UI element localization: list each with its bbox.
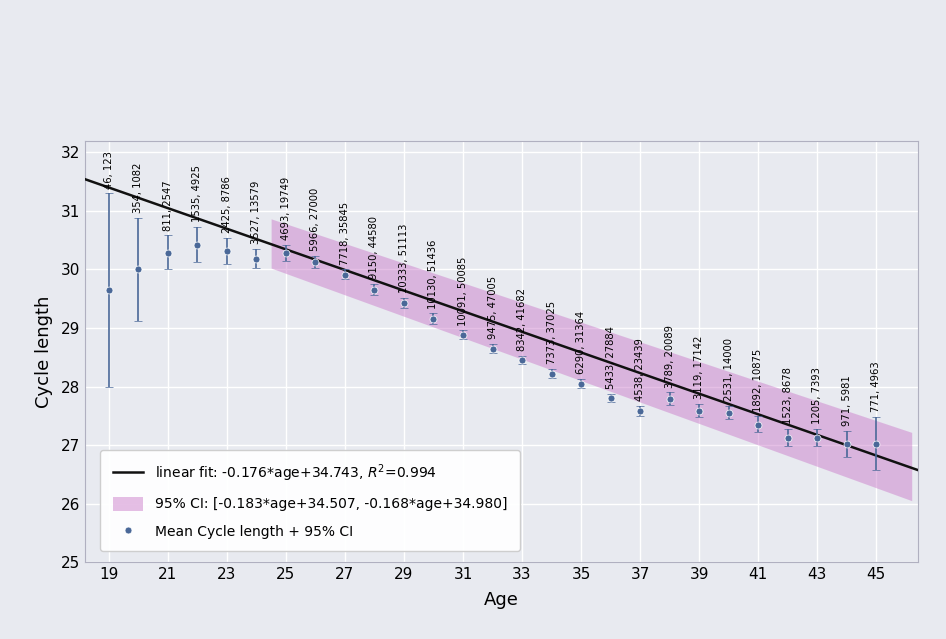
Text: 5433, 27884: 5433, 27884 <box>605 326 616 389</box>
Text: 3119, 17142: 3119, 17142 <box>694 336 704 399</box>
Text: 3527, 13579: 3527, 13579 <box>252 181 261 244</box>
Text: 7373, 37025: 7373, 37025 <box>547 301 556 364</box>
Text: 2425, 8786: 2425, 8786 <box>222 176 232 233</box>
Legend: linear fit: -0.176*age+34.743, $R^2$=0.994, 95% CI: [-0.183*age+34.507, -0.168*a: linear fit: -0.176*age+34.743, $R^2$=0.9… <box>100 450 519 551</box>
Text: 6290, 31364: 6290, 31364 <box>576 311 587 374</box>
Text: 811, 2547: 811, 2547 <box>163 180 173 231</box>
Text: 9475, 47005: 9475, 47005 <box>487 276 498 339</box>
Text: 10091, 50085: 10091, 50085 <box>458 256 468 326</box>
Text: 354, 1082: 354, 1082 <box>133 163 143 213</box>
Text: 771, 4963: 771, 4963 <box>871 362 882 412</box>
Text: 46, 123: 46, 123 <box>104 151 114 189</box>
Text: 10130, 51436: 10130, 51436 <box>429 240 439 309</box>
Text: 1535, 4925: 1535, 4925 <box>192 165 202 222</box>
Text: 4693, 19749: 4693, 19749 <box>281 177 290 240</box>
X-axis label: Age: Age <box>484 590 518 608</box>
Text: 4538, 23439: 4538, 23439 <box>635 339 645 401</box>
Text: 1205, 7393: 1205, 7393 <box>813 367 822 424</box>
Text: 2531, 14000: 2531, 14000 <box>724 338 734 401</box>
Text: 7718, 35845: 7718, 35845 <box>340 202 350 265</box>
Text: 9150, 44580: 9150, 44580 <box>370 217 379 279</box>
Text: 1892, 10875: 1892, 10875 <box>753 348 763 412</box>
Text: 5966, 27000: 5966, 27000 <box>310 188 321 251</box>
Text: 3789, 20089: 3789, 20089 <box>665 325 674 388</box>
Text: 10333, 51113: 10333, 51113 <box>399 224 409 293</box>
Text: 1523, 8678: 1523, 8678 <box>782 367 793 424</box>
Y-axis label: Cycle length: Cycle length <box>35 295 53 408</box>
Text: 8342, 41682: 8342, 41682 <box>517 288 527 351</box>
Text: 971, 5981: 971, 5981 <box>842 375 851 426</box>
